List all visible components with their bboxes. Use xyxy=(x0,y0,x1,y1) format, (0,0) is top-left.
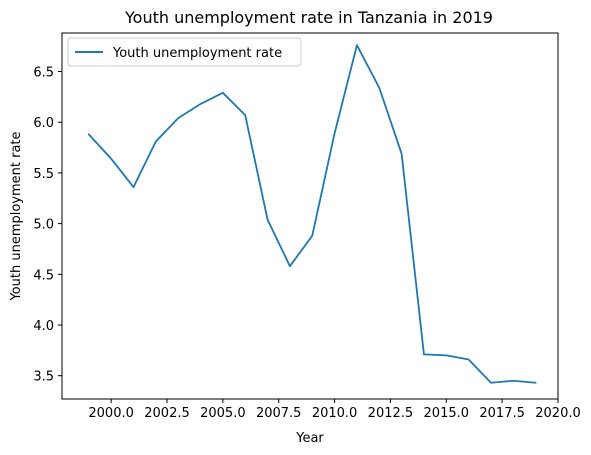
legend-box xyxy=(67,37,302,67)
data-point xyxy=(466,357,471,362)
y-tick-label: 6.0 xyxy=(33,116,54,131)
plot-area xyxy=(61,32,559,400)
y-axis: 3.5 4.0 4.5 5.0 5.5 6.0 6.5 xyxy=(33,66,62,385)
x-tick-label: 2005.0 xyxy=(200,406,246,421)
plot-frame xyxy=(61,32,559,400)
y-tick-label: 4.0 xyxy=(33,319,54,334)
x-axis: 2000.0 2002.5 2005.0 2007.5 2010.0 2012.5 2015… xyxy=(88,399,581,421)
data-point xyxy=(354,43,359,48)
data-point xyxy=(153,139,158,144)
series-line-0 xyxy=(87,44,537,384)
data-point xyxy=(421,352,426,357)
data-point xyxy=(399,151,404,156)
data-point xyxy=(287,264,292,269)
x-tick-label: 2017.5 xyxy=(479,406,525,421)
y-axis-title: Youth unemployment rate xyxy=(9,131,24,301)
x-tick-label: 2015.0 xyxy=(424,406,470,421)
x-tick-label: 2002.5 xyxy=(144,406,190,421)
data-point xyxy=(310,233,315,238)
data-point xyxy=(86,132,91,137)
series-layer xyxy=(86,43,538,385)
legend: Youth unemployment rate xyxy=(67,37,302,67)
x-tick-label: 2020.0 xyxy=(535,406,581,421)
y-tick-label: 3.5 xyxy=(33,370,54,385)
data-point xyxy=(511,378,516,383)
legend-label: Youth unemployment rate xyxy=(112,46,282,61)
y-tick-label: 5.0 xyxy=(33,218,54,233)
data-point xyxy=(265,217,270,222)
data-point xyxy=(444,353,449,358)
data-point xyxy=(243,113,248,118)
y-tick-label: 5.5 xyxy=(33,167,54,182)
data-point xyxy=(198,101,203,106)
data-point xyxy=(332,131,337,136)
chart-title: Youth unemployment rate in Tanzania in 2… xyxy=(124,8,493,27)
data-point xyxy=(109,156,114,161)
x-tick-label: 2000.0 xyxy=(88,406,134,421)
data-point xyxy=(377,85,382,90)
data-point xyxy=(533,380,538,385)
x-axis-title: Year xyxy=(295,431,324,446)
x-tick-label: 2012.5 xyxy=(368,406,414,421)
data-point xyxy=(488,380,493,385)
data-point xyxy=(176,116,181,121)
data-point xyxy=(220,90,225,95)
y-tick-label: 4.5 xyxy=(33,268,54,283)
data-point xyxy=(131,185,136,190)
y-tick-label: 6.5 xyxy=(33,66,54,81)
x-tick-label: 2007.5 xyxy=(256,406,302,421)
x-tick-label: 2010.0 xyxy=(312,406,358,421)
